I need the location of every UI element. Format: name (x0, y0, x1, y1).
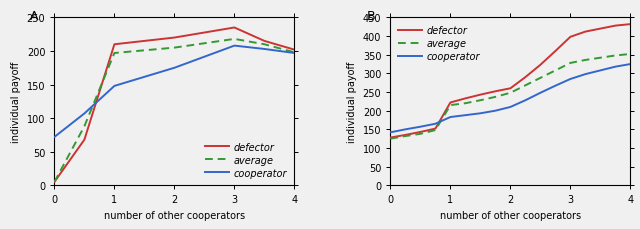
defector (461, 98, 469, 100)
defector (417, 131, 424, 134)
defector (447, 102, 454, 104)
defector (536, 64, 544, 67)
defector (627, 24, 634, 26)
average (401, 135, 409, 138)
average (111, 52, 118, 55)
average (536, 77, 544, 80)
cooperator (111, 85, 118, 88)
average (596, 57, 604, 60)
defector (612, 25, 620, 28)
defector (522, 76, 529, 79)
average (81, 125, 88, 128)
defector (387, 136, 394, 139)
cooperator (477, 112, 484, 115)
defector (582, 31, 589, 34)
Text: A: A (31, 10, 39, 23)
defector (291, 49, 298, 52)
defector (81, 139, 88, 141)
average (507, 92, 515, 95)
average (477, 99, 484, 102)
cooperator (582, 74, 589, 76)
cooperator (596, 70, 604, 72)
defector (596, 28, 604, 31)
cooperator (417, 126, 424, 128)
defector (492, 90, 499, 93)
cooperator (260, 48, 268, 51)
average (552, 70, 559, 72)
average (612, 55, 620, 57)
cooperator (171, 67, 179, 70)
defector (230, 27, 238, 30)
cooperator (536, 92, 544, 95)
defector (552, 50, 559, 53)
average (447, 104, 454, 107)
average (51, 181, 58, 183)
average (387, 138, 394, 140)
defector (566, 36, 574, 39)
cooperator (612, 66, 620, 69)
cooperator (230, 45, 238, 48)
Line: defector: defector (54, 28, 294, 182)
Y-axis label: individual payoff: individual payoff (11, 61, 21, 142)
Legend: defector, average, cooperator: defector, average, cooperator (202, 139, 289, 181)
average (417, 133, 424, 136)
Line: cooperator: cooperator (390, 65, 630, 133)
defector (111, 44, 118, 46)
Text: B: B (366, 10, 375, 23)
Line: defector: defector (390, 25, 630, 138)
average (582, 59, 589, 62)
X-axis label: number of other cooperators: number of other cooperators (440, 210, 581, 220)
cooperator (507, 106, 515, 109)
cooperator (522, 99, 529, 102)
Line: cooperator: cooperator (54, 46, 294, 137)
defector (51, 181, 58, 183)
average (627, 53, 634, 56)
defector (477, 94, 484, 97)
cooperator (627, 63, 634, 66)
Line: average: average (54, 40, 294, 182)
cooperator (81, 113, 88, 115)
average (260, 44, 268, 46)
cooperator (401, 128, 409, 131)
Y-axis label: individual payoff: individual payoff (347, 61, 357, 142)
average (492, 96, 499, 99)
cooperator (51, 136, 58, 139)
average (291, 52, 298, 55)
cooperator (461, 114, 469, 117)
defector (507, 87, 515, 90)
cooperator (566, 78, 574, 81)
defector (401, 134, 409, 137)
cooperator (387, 131, 394, 134)
Legend: defector, average, cooperator: defector, average, cooperator (396, 23, 483, 65)
cooperator (291, 52, 298, 55)
cooperator (552, 85, 559, 88)
Line: average: average (390, 55, 630, 139)
defector (431, 128, 439, 130)
cooperator (492, 110, 499, 113)
average (431, 129, 439, 132)
cooperator (431, 123, 439, 125)
average (522, 85, 529, 87)
X-axis label: number of other cooperators: number of other cooperators (104, 210, 245, 220)
defector (260, 40, 268, 43)
average (461, 102, 469, 105)
average (171, 47, 179, 50)
average (230, 38, 238, 41)
defector (171, 37, 179, 40)
average (566, 62, 574, 65)
cooperator (447, 116, 454, 119)
